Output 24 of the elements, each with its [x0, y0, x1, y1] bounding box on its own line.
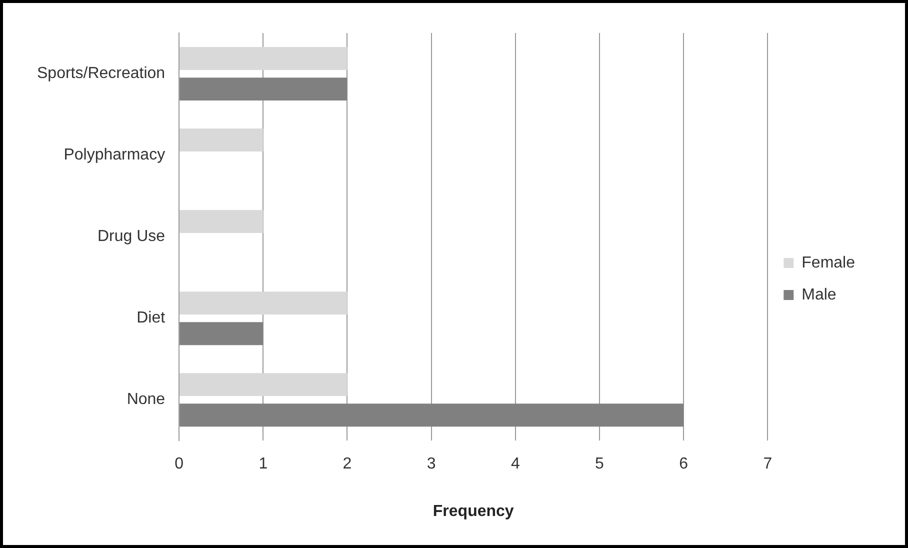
x-tick-label: 6: [679, 456, 688, 473]
y-tick-label: Diet: [136, 310, 166, 327]
x-tick-label: 5: [595, 456, 604, 473]
x-axis-title: Frequency: [432, 502, 514, 520]
bar: [180, 47, 348, 70]
y-tick-label: Drug Use: [97, 228, 166, 246]
x-tick-label: 7: [763, 456, 772, 473]
bar: [180, 404, 684, 427]
x-tick-label: 2: [342, 456, 352, 473]
y-tick-label: Sports/Recreation: [37, 65, 166, 82]
x-tick-label: 1: [258, 456, 268, 473]
legend-label: Male: [802, 286, 836, 304]
bar: [180, 78, 348, 101]
x-tick-label: 0: [174, 456, 184, 473]
legend-label: Female: [802, 254, 856, 272]
x-tick-label: 3: [426, 456, 436, 473]
bar: [180, 373, 348, 396]
y-tick-label: Polypharmacy: [64, 146, 166, 164]
bar: [180, 292, 348, 314]
x-tick-label: 4: [510, 456, 520, 473]
y-tick-label: None: [126, 391, 166, 408]
bar: [180, 128, 264, 152]
bar: [180, 210, 264, 233]
bar: [180, 322, 264, 346]
